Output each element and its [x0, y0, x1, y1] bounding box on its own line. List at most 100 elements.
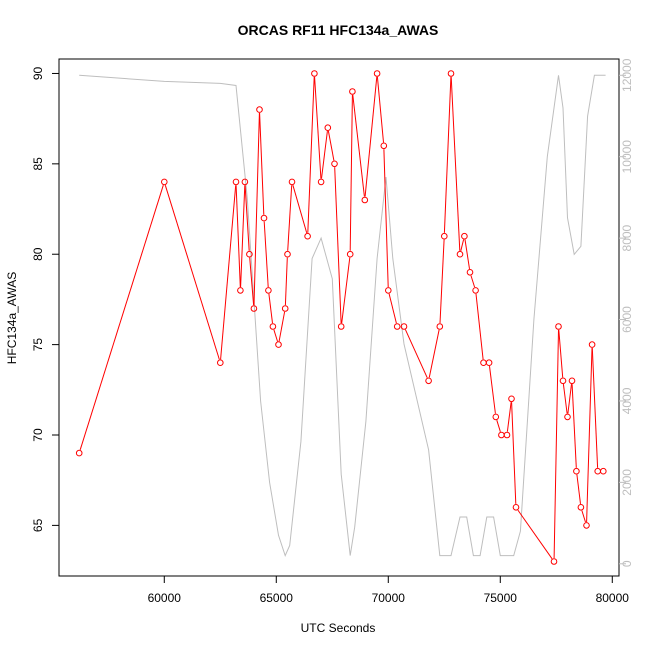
data-point — [588, 341, 596, 348]
data-point — [472, 287, 479, 294]
primary-series-segment — [562, 384, 568, 414]
data-point — [380, 142, 388, 150]
primary-series-segment — [591, 347, 599, 468]
secondary-series-line — [79, 74, 606, 557]
data-point — [564, 413, 571, 421]
data-point — [456, 250, 464, 258]
data-point — [317, 178, 325, 186]
data-point — [568, 377, 576, 385]
primary-series-segment — [581, 510, 586, 523]
y2-tick-label: 10000 — [620, 140, 634, 174]
data-point — [331, 160, 338, 168]
primary-series-segment — [470, 275, 476, 288]
primary-series-segment — [571, 384, 577, 468]
secondary-series — [79, 74, 606, 557]
data-point — [246, 250, 253, 258]
primary-series-segment — [364, 76, 378, 197]
primary-series-segment — [334, 167, 342, 324]
data-point — [461, 232, 468, 240]
data-point — [265, 287, 272, 294]
data-point — [447, 70, 455, 77]
primary-series-segment — [341, 257, 351, 324]
primary-series-segment — [443, 76, 452, 233]
data-point — [75, 449, 83, 457]
data-point — [281, 305, 289, 312]
primary-series-segment — [349, 94, 353, 251]
primary-series-segment — [164, 185, 220, 360]
data-point — [466, 269, 474, 276]
data-point — [550, 558, 558, 565]
primary-series-segment — [278, 311, 286, 342]
primary-series-segment — [249, 257, 255, 306]
chart-title: ORCAS RF11 HFC134a_AWAS — [238, 22, 439, 38]
data-point — [555, 323, 562, 330]
data-point — [256, 106, 263, 113]
data-point — [492, 413, 500, 421]
data-point — [311, 70, 318, 77]
primary-series-segment — [567, 384, 572, 414]
y-tick-label: 75 — [31, 338, 45, 352]
data-point — [583, 522, 590, 529]
data-point — [559, 377, 567, 385]
data-point — [425, 377, 432, 385]
primary-series-segment — [352, 94, 365, 197]
primary-series-segment — [240, 185, 246, 288]
x-tick-label: 75000 — [484, 591, 518, 605]
primary-series-segment — [259, 112, 265, 215]
primary-series-segment — [321, 131, 328, 179]
y-tick-label: 85 — [31, 157, 45, 171]
primary-series-segment — [327, 130, 335, 161]
data-point — [217, 359, 224, 367]
primary-series — [75, 70, 607, 565]
primary-series-segment — [79, 185, 164, 450]
primary-series-segment — [428, 329, 440, 378]
primary-series-segment — [284, 257, 288, 306]
primary-series-segment — [268, 293, 273, 324]
data-point — [373, 70, 381, 77]
primary-series-segment — [235, 185, 241, 288]
data-point — [400, 323, 408, 330]
y2-tick-label: 8000 — [620, 224, 634, 251]
y2-tick-label: 4000 — [620, 387, 634, 414]
y-tick-label: 80 — [31, 247, 45, 261]
y-tick-label: 65 — [31, 518, 45, 532]
primary-series-segment — [511, 402, 517, 504]
data-point — [361, 196, 369, 204]
data-point — [503, 431, 511, 439]
primary-series-segment — [314, 76, 322, 179]
data-point — [441, 232, 448, 240]
primary-series-segment — [496, 420, 501, 432]
primary-series-segment — [376, 76, 384, 143]
y-axis-left: 65 70 75 80 85 90 — [31, 66, 59, 532]
plot-frame — [58, 58, 620, 577]
data-point — [241, 178, 249, 186]
data-point — [573, 467, 580, 475]
primary-series-segment — [450, 76, 461, 251]
data-point — [232, 178, 240, 186]
data-point — [250, 305, 258, 312]
data-point — [600, 467, 607, 475]
primary-series-segment — [586, 347, 593, 523]
x-axis: 60000 65000 70000 75000 80000 — [148, 576, 629, 605]
data-point — [324, 124, 332, 131]
primary-series-segment — [287, 185, 293, 251]
data-point — [161, 178, 168, 186]
primary-series-segment — [464, 239, 470, 269]
primary-series-segment — [475, 293, 484, 360]
data-point — [485, 359, 493, 367]
y-tick-label: 70 — [31, 428, 45, 442]
data-point — [288, 178, 296, 186]
primary-series-segment — [220, 185, 237, 360]
data-point — [269, 323, 277, 330]
primary-series-segment — [558, 329, 564, 378]
data-point — [385, 287, 392, 294]
x-tick-label: 60000 — [148, 591, 182, 605]
data-point — [275, 341, 282, 348]
y-axis-label: HFC134a_AWAS — [5, 272, 19, 364]
data-point — [284, 250, 291, 258]
x-axis-label: UTC Seconds — [301, 621, 376, 635]
primary-series-segment — [273, 329, 278, 342]
y-axis-right: 0 2000 4000 6000 8000 10000 12000 — [619, 58, 634, 567]
primary-series-segment — [489, 366, 496, 414]
